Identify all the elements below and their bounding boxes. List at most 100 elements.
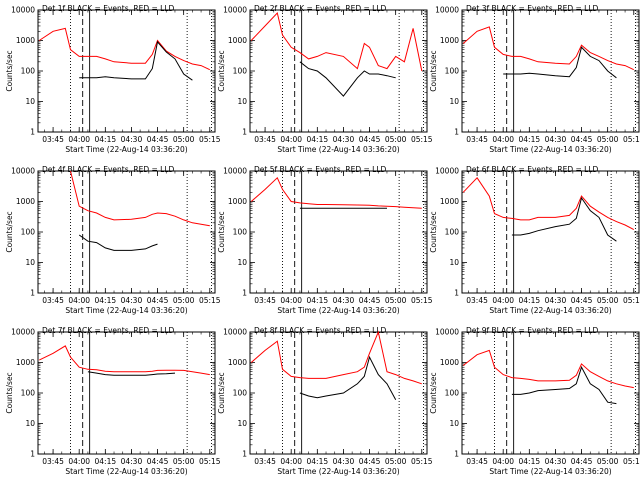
panel-det-6: Det 6f BLACK = Events, RED = LLD 1 10 100 10…: [429, 165, 640, 315]
panel-title: Det 7f BLACK = Events, RED = LLD: [42, 326, 175, 335]
y-tick-label: 1: [454, 450, 459, 459]
x-tick-label: 05:00: [173, 135, 195, 144]
x-tick-label: 05:15: [623, 296, 640, 305]
x-tick-label: 05:00: [173, 457, 195, 466]
x-tick-label: 04:30: [121, 135, 143, 144]
x-tick-label: 05:15: [411, 135, 433, 144]
y-tick-label: 10: [237, 97, 247, 106]
x-tick-label: 03:45: [254, 135, 276, 144]
plot-frame: [37, 170, 216, 294]
x-axis-label: Start Time (22-Aug-14 03:36:20): [65, 306, 187, 315]
x-tick-label: 05:15: [623, 135, 640, 144]
x-tick-label: 03:45: [466, 457, 488, 466]
series-lld-line: [250, 176, 422, 209]
x-tick-label: 04:45: [147, 135, 169, 144]
y-tick-label: 1000: [16, 197, 35, 206]
series-events-line: [79, 40, 193, 81]
y-tick-label: 10000: [435, 328, 459, 337]
y-tick-label: 1000: [440, 358, 459, 367]
x-tick-label: 05:00: [385, 457, 407, 466]
x-tick-label: 04:15: [307, 296, 329, 305]
x-tick-label: 04:30: [121, 296, 143, 305]
y-tick-label: 10: [25, 97, 35, 106]
series-lld-line: [250, 330, 422, 385]
y-axis-label: Counts/sec: [217, 50, 226, 91]
panel-det-1: Det 1f BLACK = Events, RED = LLD 1 10 100 10…: [5, 4, 221, 154]
x-tick-label: 05:00: [385, 135, 407, 144]
y-tick-label: 1: [242, 289, 247, 298]
y-tick-label: 1: [30, 289, 35, 298]
panel-title: Det 2f BLACK = Events, RED = LLD: [254, 4, 387, 13]
x-axis-label: Start Time (22-Aug-14 03:36:20): [489, 145, 611, 154]
x-tick-label: 04:45: [147, 457, 169, 466]
x-tick-label: 04:30: [545, 457, 567, 466]
panel-det-4: Det 4f BLACK = Events, RED = LLD 1 10 100 10…: [5, 165, 221, 315]
x-tick-label: 05:00: [597, 296, 619, 305]
x-tick-label: 04:00: [280, 296, 302, 305]
panel-title: Det 1f BLACK = Events, RED = LLD: [42, 4, 175, 13]
x-tick-label: 05:00: [173, 296, 195, 305]
y-tick-label: 1000: [16, 36, 35, 45]
x-tick-label: 05:15: [411, 457, 433, 466]
x-tick-label: 04:45: [571, 135, 593, 144]
y-tick-label: 1000: [228, 197, 247, 206]
x-tick-label: 04:00: [68, 296, 90, 305]
y-tick-label: 100: [445, 228, 460, 237]
plot-frame: [249, 331, 428, 455]
y-tick-label: 10: [25, 419, 35, 428]
x-tick-label: 04:45: [359, 135, 381, 144]
x-tick-label: 05:15: [623, 457, 640, 466]
x-tick-label: 05:15: [411, 296, 433, 305]
plot-frame: [461, 170, 640, 294]
x-tick-label: 04:30: [333, 135, 355, 144]
x-tick-label: 04:30: [333, 296, 355, 305]
x-tick-label: 04:45: [147, 296, 169, 305]
panel-det-8: Det 8f BLACK = Events, RED = LLD 1 10 100 10…: [217, 326, 433, 476]
y-tick-label: 1000: [228, 358, 247, 367]
y-tick-label: 10: [449, 258, 459, 267]
y-tick-label: 1: [30, 128, 35, 137]
panel-title: Det 4f BLACK = Events, RED = LLD: [42, 165, 175, 174]
x-tick-label: 03:45: [42, 457, 64, 466]
series-lld-line: [462, 26, 635, 71]
plot-frame: [249, 170, 428, 294]
x-tick-label: 05:15: [199, 457, 221, 466]
y-axis-label: Counts/sec: [217, 211, 226, 252]
x-tick-label: 04:00: [492, 457, 514, 466]
x-tick-label: 04:15: [519, 135, 541, 144]
y-tick-label: 10000: [11, 167, 35, 176]
y-tick-label: 1: [30, 450, 35, 459]
panel-det-3: Det 3f BLACK = Events, RED = LLD 1 10 100 10…: [429, 4, 640, 154]
x-tick-label: 05:15: [199, 296, 221, 305]
y-tick-label: 10: [25, 258, 35, 267]
x-tick-label: 04:30: [545, 135, 567, 144]
plot-frame: [37, 331, 216, 455]
y-tick-label: 100: [21, 67, 36, 76]
y-tick-label: 10000: [223, 6, 247, 15]
x-tick-label: 04:15: [95, 457, 117, 466]
plot-frame: [461, 9, 640, 133]
series-events-line: [299, 355, 397, 401]
plot-frame: [249, 9, 428, 133]
y-tick-label: 100: [233, 67, 248, 76]
y-tick-label: 10000: [223, 328, 247, 337]
x-tick-label: 04:00: [492, 296, 514, 305]
x-tick-label: 04:15: [307, 457, 329, 466]
x-tick-label: 05:00: [597, 135, 619, 144]
series-events-line: [78, 234, 158, 251]
y-tick-label: 100: [21, 389, 36, 398]
x-tick-label: 05:00: [385, 296, 407, 305]
series-lld-line: [38, 27, 211, 71]
panel-det-9: Det 9f BLACK = Events, RED = LLD 1 10 100 10…: [429, 326, 640, 476]
panel-det-7: Det 7f BLACK = Events, RED = LLD 1 10 100 10…: [5, 326, 221, 476]
x-tick-label: 04:00: [280, 457, 302, 466]
y-tick-label: 1: [454, 289, 459, 298]
y-tick-label: 10: [237, 258, 247, 267]
y-tick-label: 1: [454, 128, 459, 137]
panel-title: Det 6f BLACK = Events, RED = LLD: [466, 165, 599, 174]
series-events-line: [503, 46, 617, 79]
x-tick-label: 04:30: [121, 457, 143, 466]
y-tick-label: 1000: [16, 358, 35, 367]
x-axis-label: Start Time (22-Aug-14 03:36:20): [277, 467, 399, 476]
